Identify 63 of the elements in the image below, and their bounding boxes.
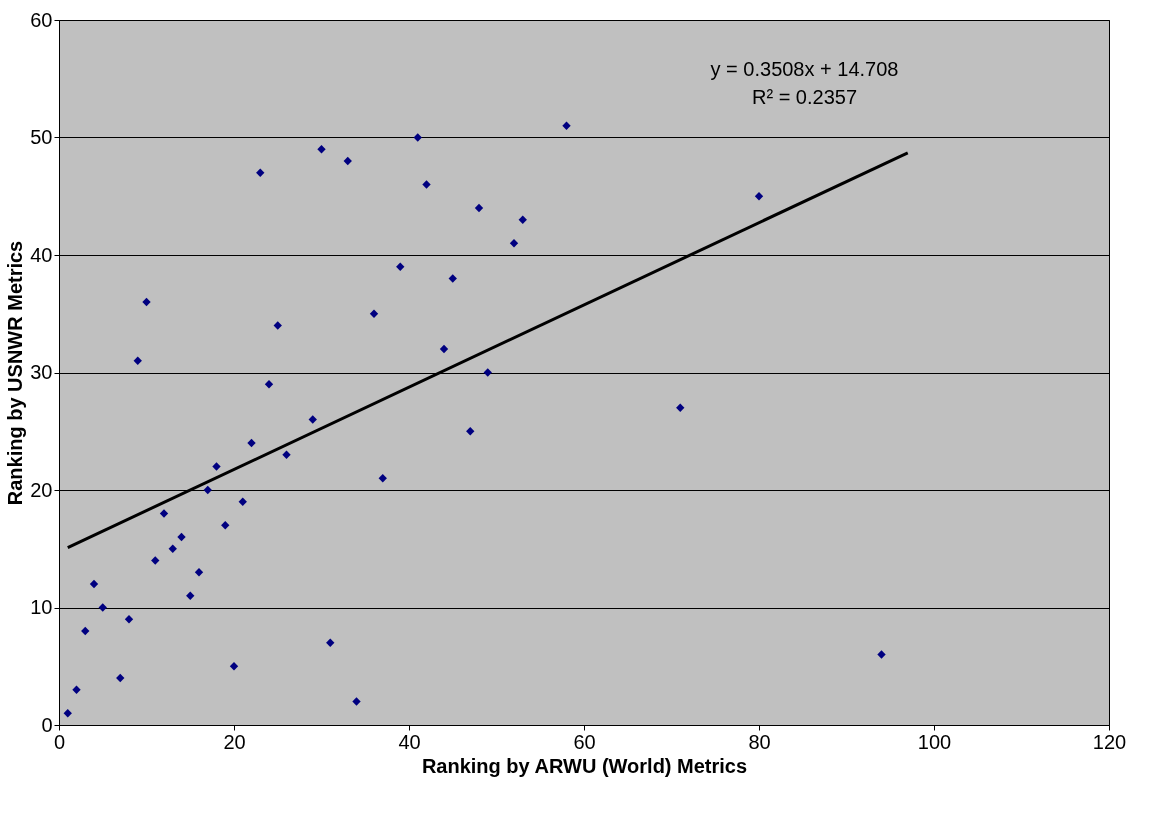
point [151,556,160,565]
point [229,662,239,671]
x-tick-label: 20 [223,730,246,753]
point [247,438,256,448]
point [168,544,177,553]
point [369,309,379,318]
point [422,180,431,189]
point [317,145,326,154]
y-tick-label: 10 [30,596,53,618]
point [124,615,134,624]
point [221,521,230,530]
point [562,121,571,130]
point [282,450,291,459]
point [133,356,142,365]
point [877,650,886,659]
y-tick-label: 0 [41,713,53,736]
y-tick-label: 30 [30,361,53,383]
point [63,709,72,718]
point [754,192,764,201]
point [98,603,107,612]
point [256,168,265,177]
y-tick-label: 50 [30,126,53,148]
point [186,591,195,600]
y-tick-label: 40 [30,243,53,266]
y-axis-title: Ranking by USNWR Metrics [4,240,27,506]
point [203,485,212,495]
point [466,427,475,436]
point [439,344,449,354]
point [72,685,81,694]
y-tick-label: 60 [30,8,53,31]
point [509,239,519,248]
point [308,415,317,424]
point [352,697,361,706]
point [238,497,247,506]
x-tick-label: 100 [917,730,952,753]
point [474,203,484,213]
point [326,638,335,647]
point [273,321,282,330]
point [159,509,169,518]
point [116,673,125,683]
point [378,474,387,483]
x-tick-label: 120 [1092,730,1127,753]
point [483,368,492,377]
point [264,380,274,389]
y-tick-label: 20 [30,478,53,501]
x-tick-label: 60 [573,730,596,753]
point [448,274,457,283]
point [177,532,186,542]
x-tick-label: 80 [748,730,771,753]
point [343,156,352,166]
x-axis-title: Ranking by ARWU (World) Metrics [421,754,748,777]
point [676,403,685,412]
annotation: y = 0.3508x + 14.708 [710,58,899,80]
point [194,568,204,577]
point [413,133,422,142]
x-tick-label: 40 [398,730,421,753]
point [142,297,151,307]
point [81,626,90,636]
point [89,579,99,589]
point [518,215,527,224]
point [212,462,221,471]
point [396,262,405,271]
annotation: R² = 0.2357 [751,86,858,108]
